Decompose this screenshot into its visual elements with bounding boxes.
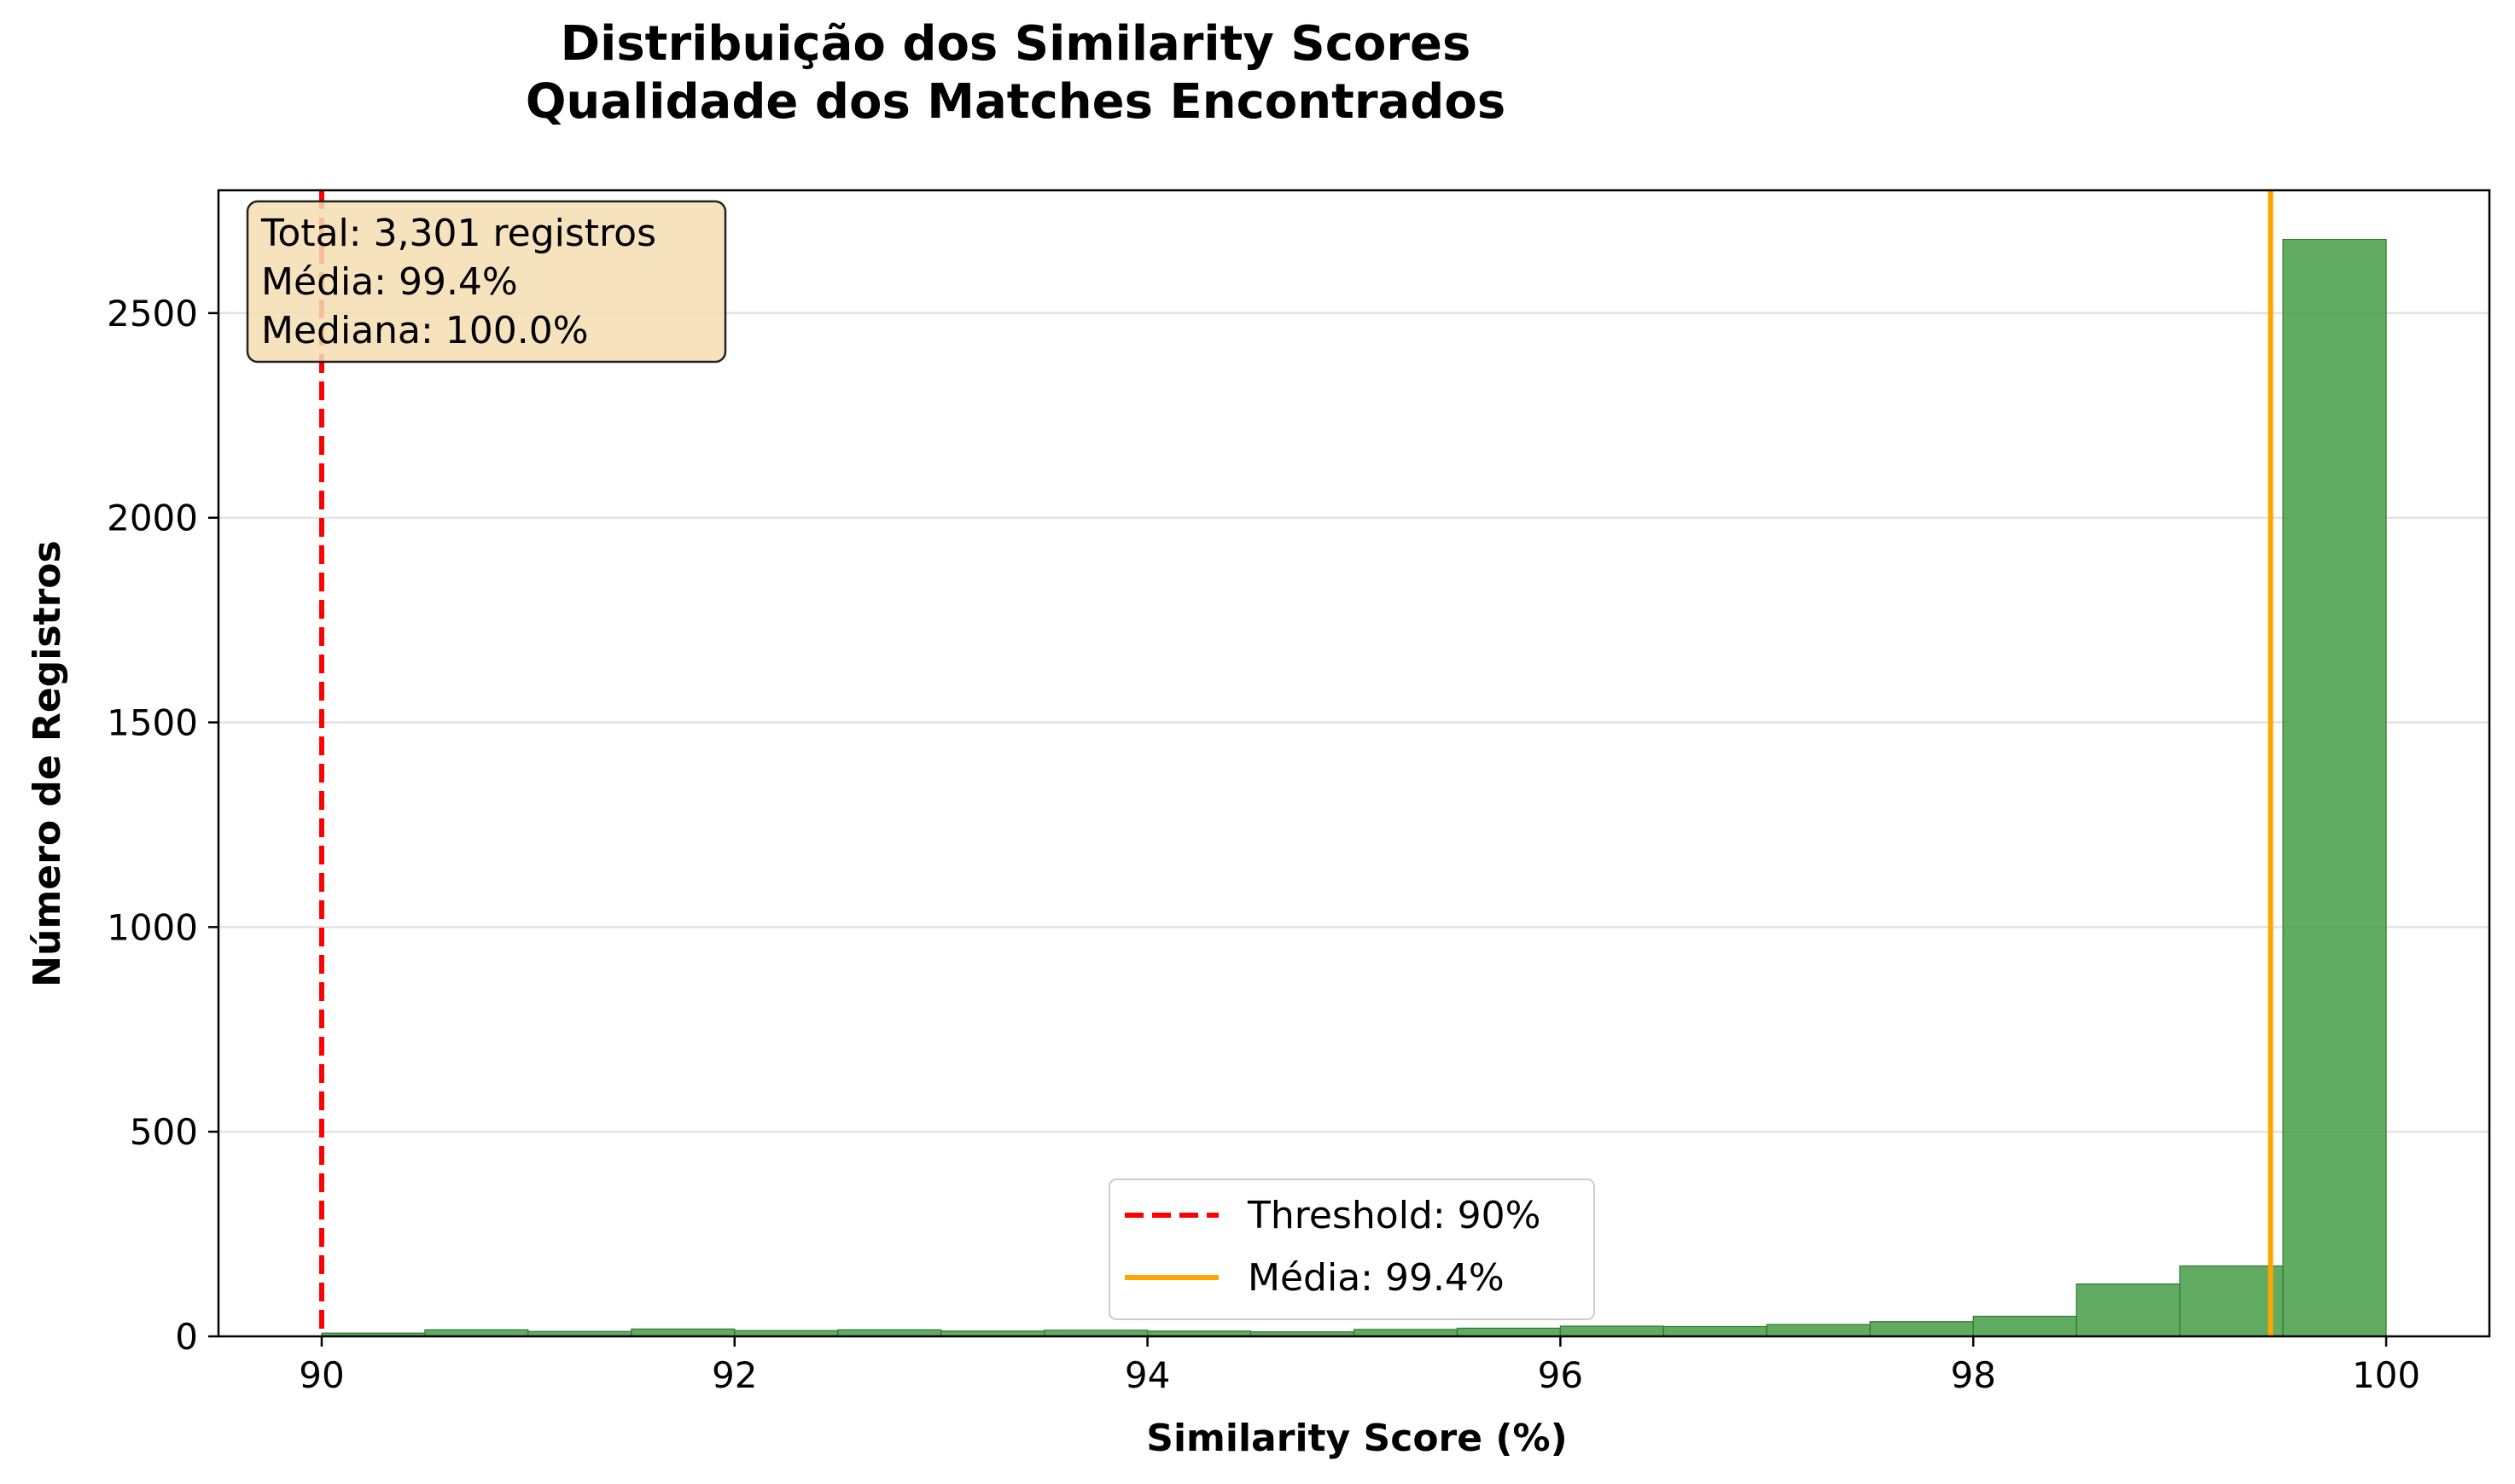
x-tick-label-92: 92 <box>712 1354 757 1396</box>
y-axis-label: Número de Registros <box>26 540 69 986</box>
histogram-bar-19 <box>2282 238 2387 1337</box>
histogram-bar-12 <box>1559 1325 1664 1337</box>
legend-threshold-label: Threshold: 90% <box>1247 1194 1540 1237</box>
histogram-bars <box>321 238 2387 1337</box>
legend-frame <box>1109 1178 1595 1320</box>
y-tick-label-500: 500 <box>130 1111 198 1153</box>
y-tick-label-1000: 1000 <box>107 906 198 948</box>
legend-mean-label: Média: 99.4% <box>1248 1256 1505 1300</box>
reference-lines <box>318 190 2273 1336</box>
chart-title-line-1: Distribuição dos Similarity Scores <box>561 16 1471 72</box>
histogram-bar-13 <box>1662 1325 1767 1337</box>
y-tick-label-2500: 2500 <box>107 293 198 335</box>
x-tick-label-98: 98 <box>1951 1354 1996 1396</box>
stats-box-background <box>246 200 727 364</box>
x-axis-ticks: 90 92 94 96 98 100 <box>299 1336 2420 1396</box>
histogram-bar-16 <box>1972 1315 2077 1337</box>
x-axis-label: Similarity Score (%) <box>1146 1417 1567 1460</box>
histogram-bar-17 <box>2075 1283 2180 1337</box>
plot-frame <box>217 189 2491 1338</box>
stats-annotation-box: Total: 3,301 registros Média: 99.4% Medi… <box>246 200 727 364</box>
y-gridlines <box>218 311 2489 1133</box>
y-tick-label-2000: 2000 <box>107 498 198 539</box>
stats-mean: Média: 99.4% <box>261 260 518 304</box>
x-tick-label-90: 90 <box>299 1354 344 1396</box>
y-tick-label-1500: 1500 <box>107 702 198 744</box>
histogram-bar-14 <box>1766 1324 1871 1337</box>
x-tick-label-100: 100 <box>2352 1354 2420 1396</box>
histogram-bar-18 <box>2179 1265 2284 1337</box>
stats-total: Total: 3,301 registros <box>260 212 656 255</box>
chart-legend: Threshold: 90% Média: 99.4% <box>1109 1178 1595 1320</box>
y-axis-ticks: 0 500 1000 1500 2000 2500 <box>107 293 218 1358</box>
histogram-bar-3 <box>631 1328 736 1337</box>
histogram-bar-15 <box>1869 1321 1974 1337</box>
chart-title-line-2: Qualidade dos Matches Encontrados <box>526 74 1505 130</box>
x-tick-label-94: 94 <box>1125 1354 1170 1396</box>
y-tick-label-0: 0 <box>175 1316 198 1358</box>
x-tick-label-96: 96 <box>1538 1354 1583 1396</box>
histogram-bar-11 <box>1456 1327 1562 1337</box>
stats-median: Mediana: 100.0% <box>261 309 589 352</box>
